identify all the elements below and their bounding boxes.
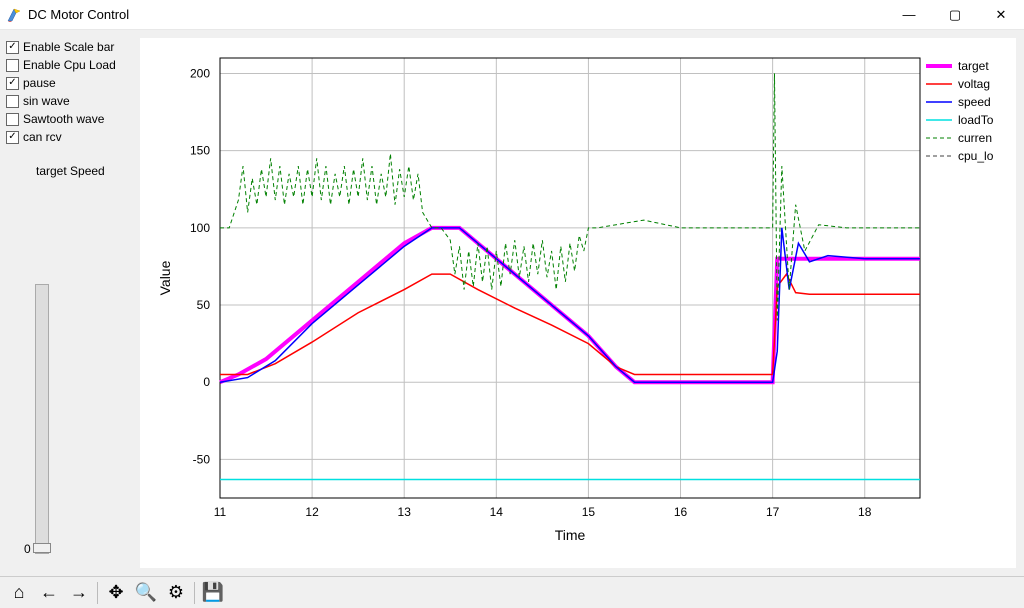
- svg-text:200: 200: [190, 66, 210, 80]
- window-minimize-button[interactable]: —: [886, 0, 932, 30]
- svg-text:Value: Value: [157, 260, 173, 295]
- line-chart: 11 12 13 14 15 16 17 18 -50 0 50 100 150 200 Time Value…: [140, 38, 1010, 558]
- sidebar: Enable Scale bar Enable Cpu Load pause sin …: [0, 30, 140, 576]
- checkbox[interactable]: [6, 41, 19, 54]
- home-icon[interactable]: ⌂: [4, 579, 34, 607]
- matplotlib-toolbar: ⌂←→✥🔍⚙💾: [0, 576, 1024, 608]
- window-close-button[interactable]: ✕: [978, 0, 1024, 30]
- svg-text:speed: speed: [958, 95, 991, 109]
- checkbox-label: pause: [23, 76, 56, 90]
- checkbox[interactable]: [6, 77, 19, 90]
- toolbar-separator: [97, 582, 98, 604]
- checkbox-row-can-rcv[interactable]: can rcv: [6, 128, 134, 146]
- svg-text:11: 11: [214, 505, 227, 519]
- svg-text:150: 150: [190, 144, 210, 158]
- svg-text:cpu_lo: cpu_lo: [958, 149, 994, 163]
- configure-icon[interactable]: ⚙: [161, 579, 191, 607]
- forward-icon[interactable]: →: [64, 579, 94, 607]
- checkbox[interactable]: [6, 59, 19, 72]
- checkbox-row-sin-wave[interactable]: sin wave: [6, 92, 134, 110]
- checkbox-row-enable-cpu-load[interactable]: Enable Cpu Load: [6, 56, 134, 74]
- svg-text:target: target: [958, 59, 989, 73]
- checkbox-label: sin wave: [23, 94, 70, 108]
- app-feather-icon: [6, 7, 22, 23]
- zoom-icon[interactable]: 🔍: [131, 579, 161, 607]
- svg-text:curren: curren: [958, 131, 992, 145]
- svg-text:15: 15: [582, 505, 596, 519]
- svg-text:12: 12: [305, 505, 319, 519]
- toolbar-separator: [194, 582, 195, 604]
- window-title: DC Motor Control: [28, 7, 129, 22]
- svg-text:100: 100: [190, 221, 210, 235]
- svg-text:voltag: voltag: [958, 77, 990, 91]
- checkbox[interactable]: [6, 113, 19, 126]
- svg-text:18: 18: [858, 505, 872, 519]
- checkbox[interactable]: [6, 131, 19, 144]
- checkbox-row-enable-scale-bar[interactable]: Enable Scale bar: [6, 38, 134, 56]
- target-speed-value: 0: [24, 542, 31, 556]
- svg-text:17: 17: [766, 505, 780, 519]
- svg-text:13: 13: [398, 505, 412, 519]
- target-speed-slider[interactable]: [35, 284, 49, 554]
- checkbox-row-pause[interactable]: pause: [6, 74, 134, 92]
- svg-text:14: 14: [490, 505, 504, 519]
- slider-thumb[interactable]: [33, 543, 51, 553]
- checkbox-row-sawtooth-wave[interactable]: Sawtooth wave: [6, 110, 134, 128]
- svg-text:loadTo: loadTo: [958, 113, 994, 127]
- svg-text:0: 0: [203, 375, 210, 389]
- back-icon[interactable]: ←: [34, 579, 64, 607]
- window-titlebar: DC Motor Control — ▢ ✕: [0, 0, 1024, 30]
- checkbox-label: can rcv: [23, 130, 62, 144]
- target-speed-label: target Speed: [36, 164, 105, 178]
- svg-text:16: 16: [674, 505, 688, 519]
- checkbox-label: Sawtooth wave: [23, 112, 104, 126]
- save-icon[interactable]: 💾: [198, 579, 228, 607]
- checkbox[interactable]: [6, 95, 19, 108]
- checkbox-label: Enable Cpu Load: [23, 58, 116, 72]
- window-maximize-button[interactable]: ▢: [932, 0, 978, 30]
- target-speed-slider-block: target Speed 0: [6, 164, 134, 568]
- svg-text:50: 50: [197, 298, 211, 312]
- chart-area: 11 12 13 14 15 16 17 18 -50 0 50 100 150 200 Time Value…: [140, 38, 1016, 568]
- pan-icon[interactable]: ✥: [101, 579, 131, 607]
- checkbox-label: Enable Scale bar: [23, 40, 114, 54]
- svg-text:Time: Time: [555, 527, 586, 543]
- svg-text:-50: -50: [193, 452, 211, 466]
